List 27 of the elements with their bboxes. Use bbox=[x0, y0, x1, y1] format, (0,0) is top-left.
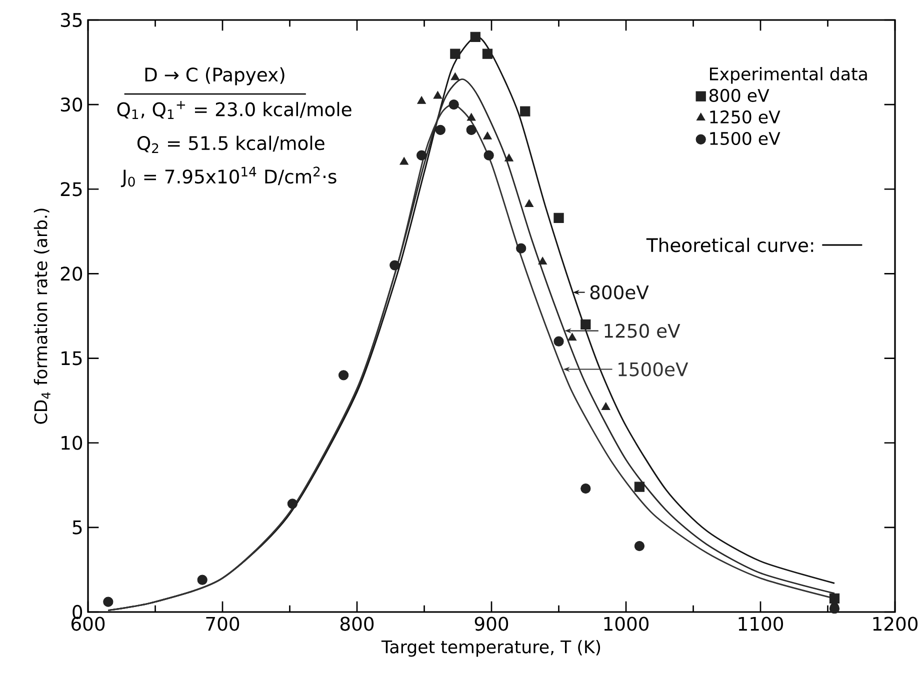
x-tick-label: 1100 bbox=[738, 616, 784, 631]
x-tick-label: 1000 bbox=[604, 616, 649, 631]
legend-label: 1250 eV bbox=[604, 324, 680, 338]
annotation: Q$_{2}$ = 51.5 kcal/mole bbox=[137, 136, 324, 153]
annotation: Q$_{1}$, Q$_{1}$$^{+}$ = 23.0 kcal/mole bbox=[117, 100, 352, 120]
legend-label: 800eV bbox=[590, 285, 649, 300]
y-tick-label: 20 bbox=[60, 266, 82, 281]
legend-label: 1250 eV bbox=[710, 110, 780, 124]
annotation: D → C (Papyex) bbox=[145, 67, 284, 86]
x-axis-title: Target temperature, T (K) bbox=[381, 640, 600, 657]
y-tick-label: 10 bbox=[62, 436, 82, 450]
x-tick-label: 1200 bbox=[873, 616, 918, 631]
y-tick-label: 25 bbox=[60, 182, 82, 196]
x-tick-label: 700 bbox=[206, 616, 240, 631]
y-tick-label: 15 bbox=[62, 351, 82, 366]
legend-label: 1500 eV bbox=[710, 132, 780, 146]
y-tick-label: 35 bbox=[60, 12, 82, 28]
legend-label: 800 eV bbox=[709, 88, 770, 102]
legend-label: 1500eV bbox=[618, 362, 688, 376]
y-tick-label: 5 bbox=[72, 520, 82, 534]
annotation: Theoretical curve: bbox=[646, 238, 814, 252]
x-tick-label: 800 bbox=[340, 616, 374, 631]
y-axis-title: CD$_{4}$ formation rate (arb.) bbox=[34, 208, 50, 424]
annotation: J$_{0}$ = 7.95x10$^{14}$ D/cm$^{2}$·s bbox=[120, 166, 336, 188]
x-tick-label: 900 bbox=[474, 616, 508, 631]
legend-title: Experimental data bbox=[710, 67, 867, 84]
y-tick-label: 30 bbox=[60, 98, 82, 112]
